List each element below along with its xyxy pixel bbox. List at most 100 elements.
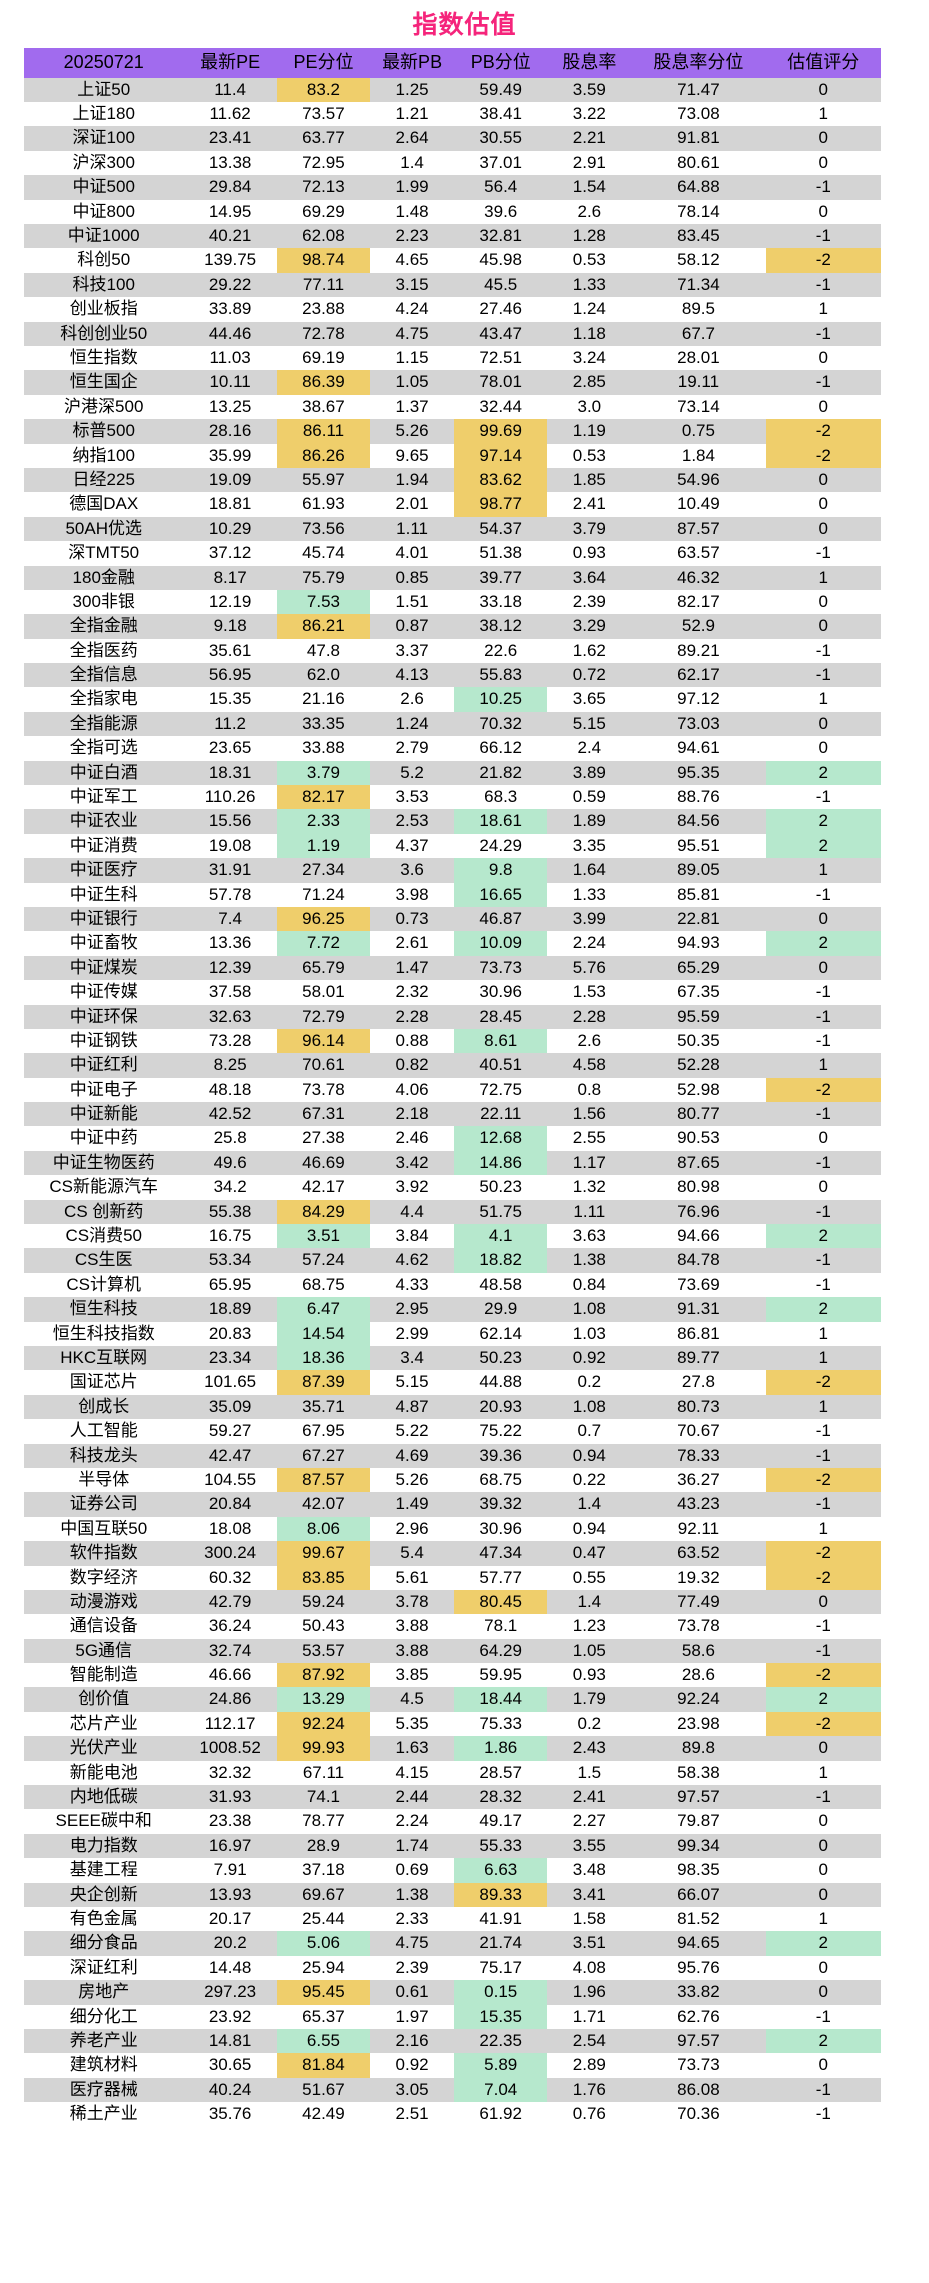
table-row[interactable]: 5G通信 32.74 53.57 3.88 64.29 1.05 58.6 -1: [24, 1638, 881, 1664]
column-header-score[interactable]: 估值评分: [765, 48, 881, 78]
table-row[interactable]: 创成长 35.09 35.71 4.87 20.93 1.08 80.73 1: [24, 1394, 881, 1420]
table-row[interactable]: 有色金属 20.17 25.44 2.33 41.91 1.58 81.52 1: [24, 1906, 881, 1932]
table-row[interactable]: 房地产 297.23 95.45 0.61 0.15 1.96 33.82 0: [24, 1980, 881, 2005]
table-row[interactable]: 上证180 11.62 73.57 1.21 38.41 3.22 73.08 1: [24, 102, 881, 127]
table-row[interactable]: 沪港深500 13.25 38.67 1.37 32.44 3.0 73.14 0: [24, 394, 881, 420]
table-row[interactable]: SEEE碳中和 23.38 78.77 2.24 49.17 2.27 79.87 0: [24, 1809, 881, 1834]
table-row[interactable]: 通信设备 36.24 50.43 3.88 78.1 1.23 73.78 -1: [24, 1614, 881, 1639]
table-row[interactable]: 恒生指数 11.03 69.19 1.15 72.51 3.24 28.01 0: [24, 345, 881, 371]
table-row[interactable]: 深证红利 14.48 25.94 2.39 75.17 4.08 95.76 0: [24, 1955, 881, 1981]
table-row[interactable]: 全指信息 56.95 62.0 4.13 55.83 0.72 62.17 -1: [24, 663, 881, 688]
table-row[interactable]: 软件指数 300.24 99.67 5.4 47.34 0.47 63.52 -2: [24, 1541, 881, 1566]
table-row[interactable]: 中证生科 57.78 71.24 3.98 16.65 1.33 85.81 -1: [24, 882, 881, 907]
table-row[interactable]: 科技100 29.22 77.11 3.15 45.5 1.33 71.34 -1: [24, 272, 881, 298]
table-row[interactable]: 中证医疗 31.91 27.34 3.6 9.8 1.64 89.05 1: [24, 858, 881, 883]
table-row[interactable]: 全指能源 11.2 33.35 1.24 70.32 5.15 73.03 0: [24, 711, 881, 737]
table-row[interactable]: 证券公司 20.84 42.07 1.49 39.32 1.4 43.23 -1: [24, 1492, 881, 1517]
cell-pb: 3.84: [370, 1224, 455, 1249]
table-row[interactable]: 深TMT50 37.12 45.74 4.01 51.38 0.93 63.57 -1: [24, 541, 881, 566]
table-row[interactable]: 深证100 23.41 63.77 2.64 30.55 2.21 91.81 0: [24, 126, 881, 151]
table-row[interactable]: 中证环保 32.63 72.79 2.28 28.45 2.28 95.59 -1: [24, 1004, 881, 1029]
table-row[interactable]: 180金融 8.17 75.79 0.85 39.77 3.64 46.32 1: [24, 565, 881, 590]
table-row[interactable]: 半导体 104.55 87.57 5.26 68.75 0.22 36.27 -2: [24, 1467, 881, 1493]
table-row[interactable]: 内地低碳 31.93 74.1 2.44 28.32 2.41 97.57 -1: [24, 1785, 881, 1810]
table-row[interactable]: 数字经济 60.32 83.85 5.61 57.77 0.55 19.32 -2: [24, 1565, 881, 1590]
table-row[interactable]: 恒生科技 18.89 6.47 2.95 29.9 1.08 91.31 2: [24, 1297, 881, 1322]
table-row[interactable]: 央企创新 13.93 69.67 1.38 89.33 3.41 66.07 0: [24, 1882, 881, 1907]
table-row[interactable]: 恒生科技指数 20.83 14.54 2.99 62.14 1.03 86.81 1: [24, 1321, 881, 1346]
table-row[interactable]: 科技龙头 42.47 67.27 4.69 39.36 0.94 78.33 -1: [24, 1443, 881, 1468]
table-row[interactable]: 创价值 24.86 13.29 4.5 18.44 1.79 92.24 2: [24, 1687, 881, 1712]
cell-div_pct: 97.57: [631, 2028, 766, 2054]
table-row[interactable]: 人工智能 59.27 67.95 5.22 75.22 0.7 70.67 -1: [24, 1419, 881, 1444]
table-row[interactable]: 中证电子 48.18 73.78 4.06 72.75 0.8 52.98 -2: [24, 1077, 881, 1103]
column-header-pb_pct[interactable]: PB分位: [454, 48, 548, 78]
table-row[interactable]: 光伏产业 1008.52 99.93 1.63 1.86 2.43 89.8 0: [24, 1736, 881, 1761]
table-row[interactable]: 纳指100 35.99 86.26 9.65 97.14 0.53 1.84 -2: [24, 443, 881, 468]
table-row[interactable]: 中国互联50 18.08 8.06 2.96 30.96 0.94 92.11 1: [24, 1516, 881, 1542]
column-header-pe_pct[interactable]: PE分位: [276, 48, 371, 78]
table-row[interactable]: 细分化工 23.92 65.37 1.97 15.35 1.71 62.76 -1: [24, 2004, 881, 2029]
table-row[interactable]: 沪深300 13.38 72.95 1.4 37.01 2.91 80.61 0: [24, 150, 881, 176]
table-row[interactable]: CS生医 53.34 57.24 4.62 18.82 1.38 84.78 -1: [24, 1248, 881, 1273]
table-row[interactable]: 中证煤炭 12.39 65.79 1.47 73.73 5.76 65.29 0: [24, 955, 881, 981]
table-row[interactable]: CS 创新药 55.38 84.29 4.4 51.75 1.11 76.96 -1: [24, 1199, 881, 1225]
cell-index-name: 50AH优选: [24, 516, 184, 542]
table-row[interactable]: 全指家电 15.35 21.16 2.6 10.25 3.65 97.12 1: [24, 687, 881, 712]
column-header-name[interactable]: 20250721: [24, 48, 184, 78]
table-row[interactable]: HKC互联网 23.34 18.36 3.4 50.23 0.92 89.77 1: [24, 1346, 881, 1371]
table-row[interactable]: 恒生国企 10.11 86.39 1.05 78.01 2.85 19.11 -1: [24, 370, 881, 395]
table-row[interactable]: 中证白酒 18.31 3.79 5.2 21.82 3.89 95.35 2: [24, 760, 881, 786]
cell-pe: 10.11: [183, 370, 277, 395]
table-row[interactable]: 中证银行 7.4 96.25 0.73 46.87 3.99 22.81 0: [24, 906, 881, 932]
table-row[interactable]: CS消费50 16.75 3.51 3.84 4.1 3.63 94.66 2: [24, 1224, 881, 1249]
table-row[interactable]: 中证军工 110.26 82.17 3.53 68.3 0.59 88.76 -1: [24, 785, 881, 810]
table-row[interactable]: 德国DAX 18.81 61.93 2.01 98.77 2.41 10.49 0: [24, 492, 881, 517]
table-row[interactable]: CS新能源汽车 34.2 42.17 3.92 50.23 1.32 80.98 0: [24, 1175, 881, 1200]
table-row[interactable]: 稀土产业 35.76 42.49 2.51 61.92 0.76 70.36 -1: [24, 2102, 881, 2127]
table-row[interactable]: 新能电池 32.32 67.11 4.15 28.57 1.5 58.38 1: [24, 1760, 881, 1786]
table-row[interactable]: CS计算机 65.95 68.75 4.33 48.58 0.84 73.69 -1: [24, 1272, 881, 1298]
table-row[interactable]: 基建工程 7.91 37.18 0.69 6.63 3.48 98.35 0: [24, 1858, 881, 1883]
table-row[interactable]: 建筑材料 30.65 81.84 0.92 5.89 2.89 73.73 0: [24, 2053, 881, 2078]
table-row[interactable]: 创业板指 33.89 23.88 4.24 27.46 1.24 89.5 1: [24, 297, 881, 322]
table-row[interactable]: 上证50 11.4 83.2 1.25 59.49 3.59 71.47 0: [24, 77, 881, 103]
table-row[interactable]: 300非银 12.19 7.53 1.51 33.18 2.39 82.17 0: [24, 589, 881, 615]
table-row[interactable]: 中证畜牧 13.36 7.72 2.61 10.09 2.24 94.93 2: [24, 931, 881, 956]
table-row[interactable]: 智能制造 46.66 87.92 3.85 59.95 0.93 28.6 -2: [24, 1663, 881, 1688]
table-row[interactable]: 电力指数 16.97 28.9 1.74 55.33 3.55 99.34 0: [24, 1833, 881, 1859]
table-row[interactable]: 中证800 14.95 69.29 1.48 39.6 2.6 78.14 0: [24, 199, 881, 225]
table-row[interactable]: 中证中药 25.8 27.38 2.46 12.68 2.55 90.53 0: [24, 1126, 881, 1151]
table-row[interactable]: 中证500 29.84 72.13 1.99 56.4 1.54 64.88 -1: [24, 175, 881, 200]
table-row[interactable]: 全指金融 9.18 86.21 0.87 38.12 3.29 52.9 0: [24, 614, 881, 639]
column-header-pe[interactable]: 最新PE: [183, 48, 277, 78]
table-row[interactable]: 日经225 19.09 55.97 1.94 83.62 1.85 54.96 0: [24, 467, 881, 493]
table-row[interactable]: 芯片产业 112.17 92.24 5.35 75.33 0.2 23.98 -2: [24, 1711, 881, 1737]
table-row[interactable]: 科创创业50 44.46 72.78 4.75 43.47 1.18 67.7 -1: [24, 321, 881, 346]
column-header-div[interactable]: 股息率: [547, 48, 632, 78]
table-row[interactable]: 国证芯片 101.65 87.39 5.15 44.88 0.2 27.8 -2: [24, 1370, 881, 1395]
table-row[interactable]: 中证钢铁 73.28 96.14 0.88 8.61 2.6 50.35 -1: [24, 1028, 881, 1054]
cell-pb: 3.85: [370, 1663, 455, 1688]
table-row[interactable]: 中证农业 15.56 2.33 2.53 18.61 1.89 84.56 2: [24, 809, 881, 834]
column-header-div_pct[interactable]: 股息率分位: [631, 48, 766, 78]
column-header-pb[interactable]: 最新PB: [370, 48, 455, 78]
cell-score: 0: [765, 711, 881, 737]
table-row[interactable]: 中证新能 42.52 67.31 2.18 22.11 1.56 80.77 -1: [24, 1102, 881, 1127]
table-row[interactable]: 50AH优选 10.29 73.56 1.11 54.37 3.79 87.57 0: [24, 516, 881, 542]
cell-pb_pct: 44.88: [454, 1370, 548, 1395]
table-row[interactable]: 标普500 28.16 86.11 5.26 99.69 1.19 0.75 -2: [24, 419, 881, 444]
table-row[interactable]: 细分食品 20.2 5.06 4.75 21.74 3.51 94.65 2: [24, 1931, 881, 1956]
table-row[interactable]: 养老产业 14.81 6.55 2.16 22.35 2.54 97.57 2: [24, 2028, 881, 2054]
table-row[interactable]: 全指可选 23.65 33.88 2.79 66.12 2.4 94.61 0: [24, 736, 881, 761]
table-row[interactable]: 中证传媒 37.58 58.01 2.32 30.96 1.53 67.35 -1: [24, 980, 881, 1005]
table-row[interactable]: 医疗器械 40.24 51.67 3.05 7.04 1.76 86.08 -1: [24, 2077, 881, 2103]
table-row[interactable]: 中证1000 40.21 62.08 2.23 32.81 1.28 83.45 -1: [24, 224, 881, 249]
table-row[interactable]: 中证消费 19.08 1.19 4.37 24.29 3.35 95.51 2: [24, 833, 881, 859]
table-row[interactable]: 中证红利 8.25 70.61 0.82 40.51 4.58 52.28 1: [24, 1053, 881, 1078]
table-row[interactable]: 中证生物医药 49.6 46.69 3.42 14.86 1.17 87.65 -1: [24, 1150, 881, 1176]
table-row[interactable]: 科创50 139.75 98.74 4.65 45.98 0.53 58.12 -2: [24, 248, 881, 273]
cell-div: 1.5: [547, 1760, 632, 1786]
table-row[interactable]: 动漫游戏 42.79 59.24 3.78 80.45 1.4 77.49 0: [24, 1589, 881, 1615]
table-row[interactable]: 全指医药 35.61 47.8 3.37 22.6 1.62 89.21 -1: [24, 638, 881, 664]
